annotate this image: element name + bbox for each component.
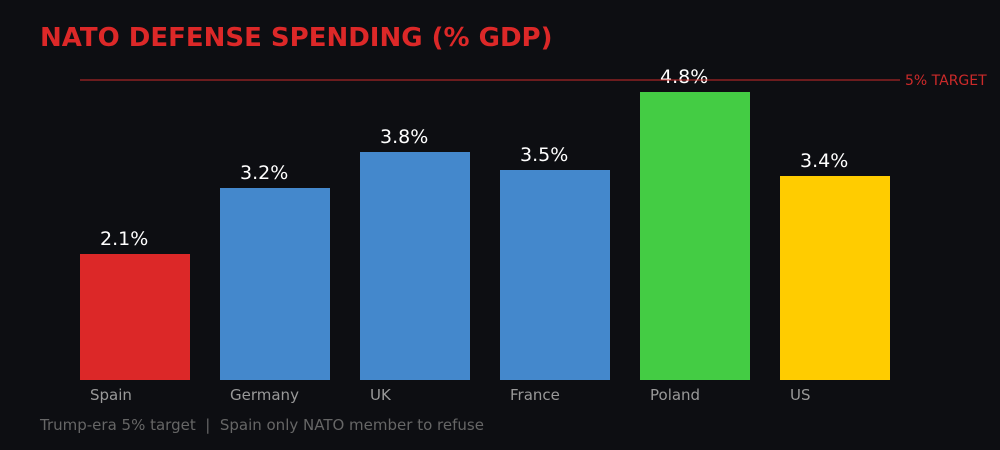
category-label: Spain — [90, 386, 132, 404]
bar-uk — [360, 152, 470, 380]
value-label: 3.2% — [240, 162, 288, 184]
chart-subtitle: Trump-era 5% target | Spain only NATO me… — [39, 416, 484, 434]
bar-us — [780, 176, 890, 380]
chart-title: NATO DEFENSE SPENDING (% GDP) — [40, 23, 552, 53]
category-label: US — [790, 386, 811, 404]
bar-poland — [640, 92, 750, 380]
value-label: 4.8% — [660, 66, 708, 88]
category-label: Germany — [230, 386, 299, 404]
value-label: 2.1% — [100, 228, 148, 250]
bar-france — [500, 170, 610, 380]
value-label: 3.8% — [380, 126, 428, 148]
bar-spain — [80, 254, 190, 380]
value-label: 3.4% — [800, 150, 848, 172]
category-label: UK — [370, 386, 392, 404]
category-label: France — [510, 386, 560, 404]
category-label: Poland — [650, 386, 700, 404]
target-label: 5% TARGET — [905, 73, 987, 89]
value-label: 3.5% — [520, 144, 568, 166]
bar-germany — [220, 188, 330, 380]
